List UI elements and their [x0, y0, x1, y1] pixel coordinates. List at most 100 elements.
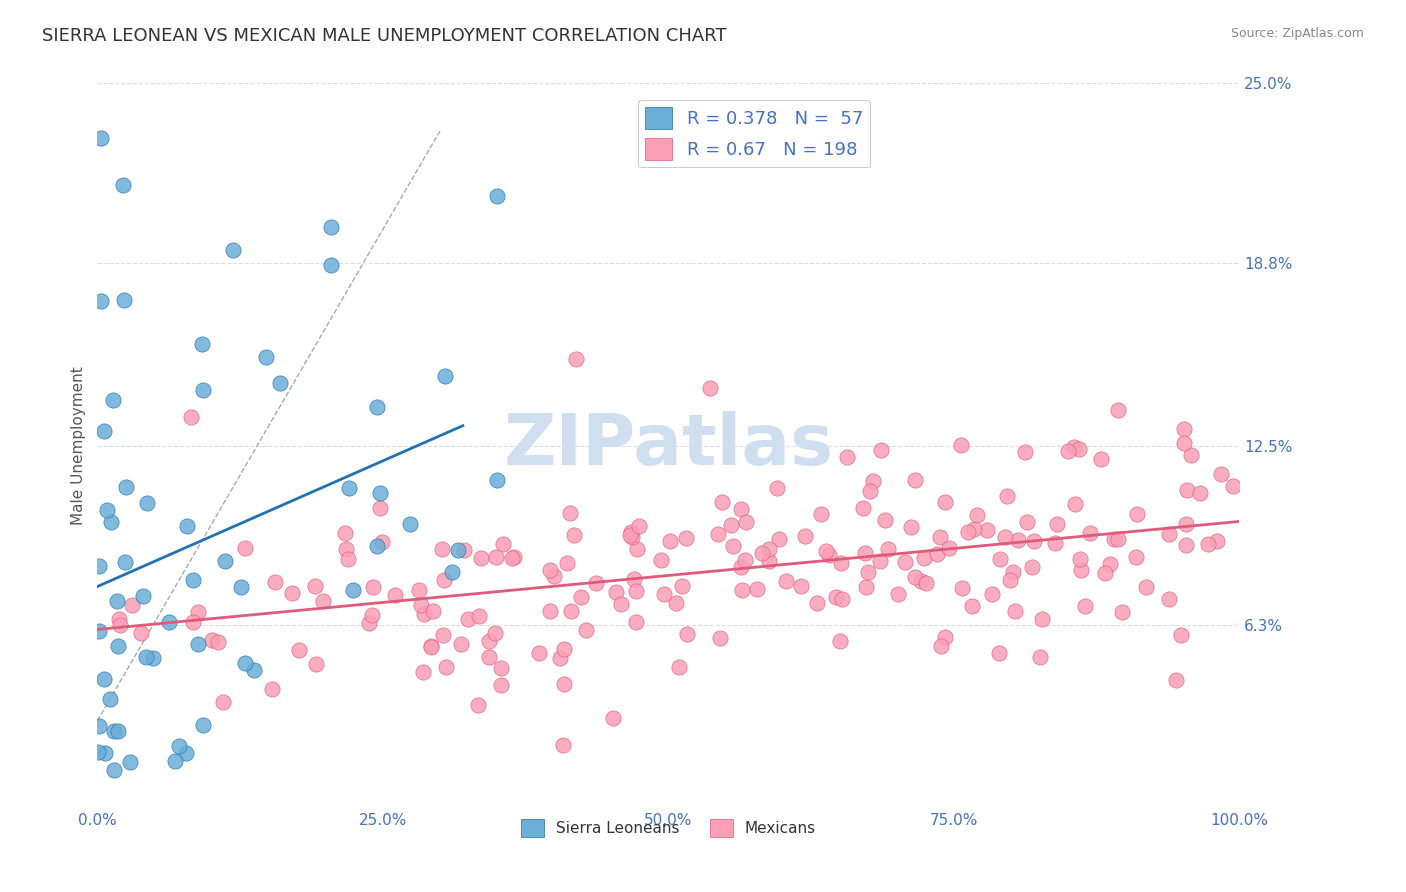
- Point: [1045, 535, 1067, 549]
- Point: [1157, 527, 1180, 541]
- Point: [711, 495, 734, 509]
- Point: [447, 542, 470, 557]
- Point: [602, 711, 624, 725]
- Point: [658, 534, 681, 549]
- Point: [90, 131, 112, 145]
- Point: [825, 590, 848, 604]
- Point: [181, 574, 204, 588]
- Point: [564, 351, 586, 366]
- Point: [1209, 467, 1232, 481]
- Point: [478, 633, 501, 648]
- Point: [489, 661, 512, 675]
- Point: [912, 551, 935, 566]
- Point: [319, 258, 342, 272]
- Point: [412, 665, 434, 680]
- Point: [1078, 525, 1101, 540]
- Point: [214, 554, 236, 568]
- Y-axis label: Male Unemployment: Male Unemployment: [72, 367, 86, 525]
- Point: [1102, 532, 1125, 546]
- Point: [129, 626, 152, 640]
- Point: [231, 580, 253, 594]
- Point: [835, 450, 858, 465]
- Point: [366, 539, 388, 553]
- Point: [585, 576, 607, 591]
- Point: [904, 570, 927, 584]
- Point: [751, 545, 773, 559]
- Point: [1222, 479, 1244, 493]
- Point: [619, 527, 641, 541]
- Point: [1111, 605, 1133, 619]
- Point: [831, 591, 853, 606]
- Point: [321, 220, 343, 235]
- Point: [312, 594, 335, 608]
- Point: [963, 523, 986, 537]
- Point: [1063, 440, 1085, 454]
- Point: [538, 563, 561, 577]
- Point: [931, 639, 953, 653]
- Point: [1022, 533, 1045, 548]
- Point: [432, 574, 454, 588]
- Point: [817, 548, 839, 562]
- Point: [1170, 628, 1192, 642]
- Point: [233, 541, 256, 555]
- Point: [1056, 444, 1078, 458]
- Point: [794, 529, 817, 543]
- Point: [1159, 591, 1181, 606]
- Point: [852, 500, 875, 515]
- Point: [1074, 599, 1097, 614]
- Point: [775, 574, 797, 589]
- Point: [1125, 549, 1147, 564]
- Point: [103, 724, 125, 739]
- Point: [1090, 452, 1112, 467]
- Point: [1166, 673, 1188, 688]
- Point: [766, 481, 789, 495]
- Point: [221, 243, 243, 257]
- Point: [1135, 581, 1157, 595]
- Point: [167, 739, 190, 753]
- Point: [360, 608, 382, 623]
- Point: [758, 553, 780, 567]
- Point: [934, 495, 956, 509]
- Point: [620, 524, 643, 539]
- Point: [107, 639, 129, 653]
- Point: [337, 551, 360, 566]
- Point: [430, 542, 453, 557]
- Point: [623, 572, 645, 586]
- Point: [1007, 533, 1029, 547]
- Point: [468, 609, 491, 624]
- Point: [434, 660, 457, 674]
- Point: [734, 552, 756, 566]
- Point: [904, 473, 927, 487]
- Point: [858, 566, 880, 580]
- Point: [453, 543, 475, 558]
- Point: [333, 526, 356, 541]
- Point: [288, 643, 311, 657]
- Point: [105, 594, 128, 608]
- Point: [548, 650, 571, 665]
- Point: [1197, 537, 1219, 551]
- Point: [233, 656, 256, 670]
- Point: [174, 747, 197, 761]
- Point: [89, 293, 111, 308]
- Point: [699, 381, 721, 395]
- Point: [422, 603, 444, 617]
- Point: [120, 755, 142, 769]
- Point: [107, 724, 129, 739]
- Point: [671, 579, 693, 593]
- Point: [758, 542, 780, 557]
- Point: [950, 581, 973, 595]
- Point: [399, 516, 422, 531]
- Point: [553, 739, 575, 753]
- Point: [1063, 497, 1085, 511]
- Point: [709, 631, 731, 645]
- Point: [730, 560, 752, 574]
- Point: [624, 615, 647, 630]
- Point: [994, 530, 1017, 544]
- Point: [305, 657, 328, 671]
- Point: [121, 598, 143, 612]
- Point: [486, 473, 509, 487]
- Point: [98, 692, 121, 706]
- Point: [735, 515, 758, 529]
- Point: [562, 528, 585, 542]
- Point: [538, 604, 561, 618]
